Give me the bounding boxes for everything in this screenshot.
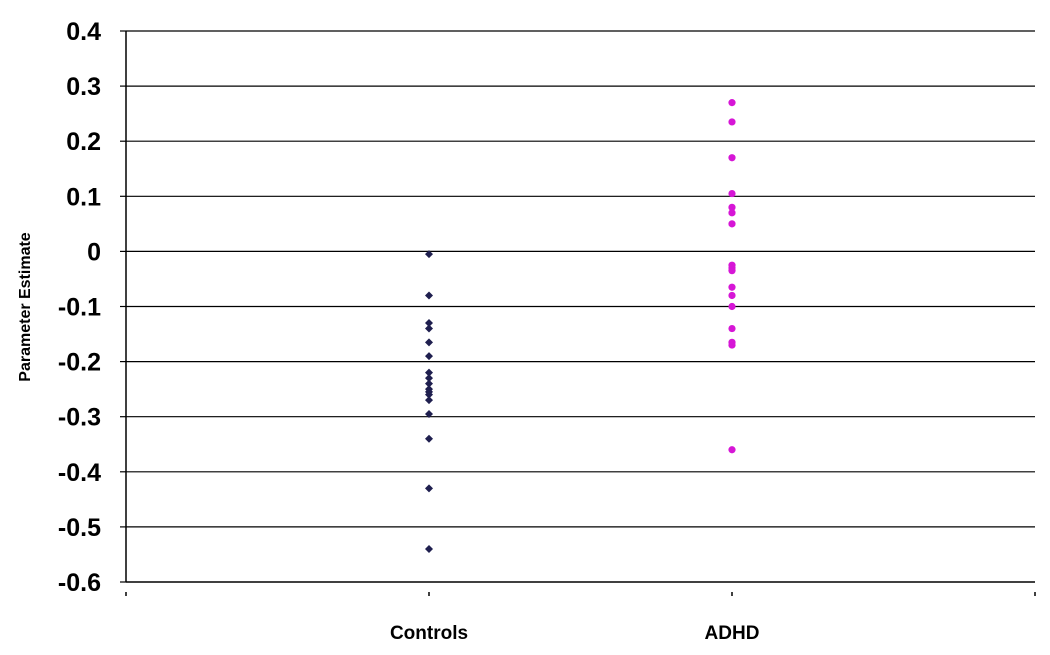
data-point-adhd <box>728 324 736 333</box>
y-tick-label: 0.3 <box>66 73 101 101</box>
data-point-adhd <box>728 302 736 311</box>
data-point-controls <box>425 396 433 405</box>
data-point-controls <box>425 379 433 388</box>
data-point-adhd <box>728 283 736 291</box>
data-point-controls <box>425 368 433 377</box>
gridlines <box>126 30 1035 528</box>
y-tick-labels: 0.4 0.3 0.2 0.1 0 -0.1 -0.2 -0.3 -0.4 -0.5 -0.6 <box>58 18 101 597</box>
data-point-controls <box>425 250 433 259</box>
data-point-controls <box>425 434 433 443</box>
data-point-controls <box>425 338 433 347</box>
data-point-controls <box>425 324 433 333</box>
axes <box>120 30 1036 596</box>
data-point-controls <box>425 544 433 553</box>
y-tick-label: 0.1 <box>66 183 101 211</box>
y-tick-label: -0.5 <box>58 514 101 542</box>
data-point-controls <box>425 319 433 328</box>
y-tick-label: -0.6 <box>58 569 101 597</box>
y-tick-label: -0.1 <box>58 294 101 322</box>
data-point-adhd <box>728 341 736 349</box>
data-point-adhd <box>728 118 736 126</box>
category-label: Controls <box>390 623 468 644</box>
data-point-controls <box>425 484 433 493</box>
data-point-adhd <box>728 99 736 107</box>
data-point-adhd <box>728 220 736 228</box>
y-axis-title: Parameter Estimate <box>17 232 34 382</box>
y-tick-label: -0.2 <box>58 349 101 377</box>
data-point-adhd <box>728 209 736 217</box>
data-point-controls <box>425 409 433 418</box>
data-point-adhd <box>728 291 736 300</box>
y-tick-label: -0.3 <box>58 404 101 432</box>
y-tick-label: 0 <box>87 238 101 266</box>
y-tick-label: 0.4 <box>66 18 101 46</box>
data-point-adhd <box>728 446 736 454</box>
data-point-controls <box>425 352 433 361</box>
data-point-controls <box>425 390 433 399</box>
y-tick-label: -0.4 <box>58 459 101 487</box>
data-point-controls <box>425 291 433 300</box>
data-point-adhd <box>728 154 736 162</box>
data-point-adhd <box>728 189 736 198</box>
category-label: ADHD <box>705 623 760 644</box>
data-point-adhd <box>728 203 736 211</box>
category-labels: Controls ADHD <box>390 623 760 644</box>
data-point-controls <box>425 374 433 383</box>
data-point-adhd <box>728 267 736 275</box>
data-points <box>425 99 736 553</box>
y-tick-label: 0.2 <box>66 128 101 156</box>
